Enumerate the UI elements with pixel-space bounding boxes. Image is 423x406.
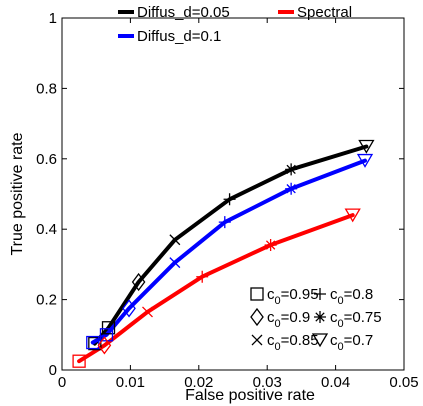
legend-label: Spectral [297, 4, 352, 21]
triangle-down-marker [344, 208, 361, 223]
series-markers [72, 139, 375, 368]
x-marker [169, 234, 181, 246]
y-tick-label: 0.4 [36, 221, 57, 238]
marker-legend-label: c0=0.75 [330, 309, 382, 330]
x-tick-label: 0.03 [253, 374, 282, 391]
legend: Diffus_d=0.05 Spectral Diffus_d=0.1 [118, 4, 352, 45]
plus-marker [223, 193, 236, 206]
plus-marker [314, 288, 326, 300]
asterisk-marker [314, 311, 326, 323]
triangle-down-marker [356, 153, 374, 168]
square-marker [86, 335, 100, 350]
plus-marker [196, 270, 209, 283]
square-marker [250, 287, 264, 301]
y-tick-label: 1 [49, 10, 57, 27]
asterisk-marker [264, 239, 277, 252]
marker-legend-label: c0=0.95 [267, 286, 319, 307]
triangle-down-marker [311, 333, 329, 348]
x-marker [251, 334, 263, 346]
legend-label: Diffus_d=0.1 [137, 28, 221, 45]
y-tick-label: 0.8 [36, 80, 57, 97]
legend-label: Diffus_d=0.05 [137, 4, 230, 21]
x-tick-label: 0.02 [184, 374, 213, 391]
x-marker [169, 257, 181, 269]
asterisk-marker [285, 182, 298, 195]
diamond-marker [122, 299, 136, 318]
y-tick-label: 0.6 [36, 151, 57, 168]
marker-legend-label: c0=0.7 [330, 332, 373, 353]
x-tick-label: 0 [58, 374, 66, 391]
x-tick-label: 0.01 [116, 374, 145, 391]
y-tick-label: 0 [49, 362, 57, 379]
diamond-marker [250, 307, 264, 327]
square-marker [88, 336, 102, 351]
marker-legend-label: c0=0.8 [330, 286, 373, 307]
asterisk-marker [285, 163, 298, 176]
diamond-marker [131, 272, 146, 292]
axis-ticks: 0 0.01 0.02 0.03 0.04 0.05 0 0.2 0.4 0.6 0.8 1 [36, 10, 418, 391]
x-tick-label: 0.04 [321, 374, 350, 391]
square-marker [101, 321, 116, 335]
marker-legend-label: c0=0.9 [267, 309, 310, 330]
y-axis-title: True positive rate [9, 132, 26, 255]
y-tick-label: 0.2 [36, 292, 57, 309]
plus-marker [218, 216, 231, 229]
x-marker [142, 306, 153, 318]
diamond-marker [97, 336, 112, 355]
marker-legend-label: c0=0.85 [267, 332, 319, 353]
x-axis-title: False positive rate [185, 387, 315, 404]
square-marker [72, 354, 86, 368]
x-tick-label: 0.05 [389, 374, 418, 391]
triangle-down-marker [358, 139, 375, 154]
